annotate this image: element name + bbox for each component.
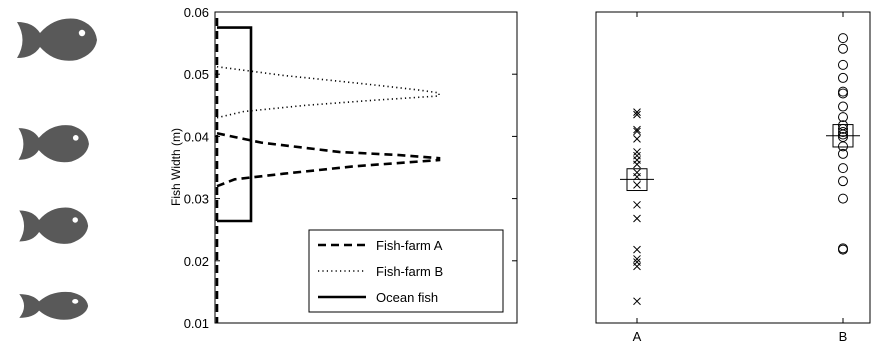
data-point-a: [633, 245, 641, 254]
data-point-b: [838, 129, 848, 140]
data-point-b: [838, 72, 848, 83]
data-point-a: [633, 148, 641, 156]
data-point-b: [838, 176, 848, 187]
data-point-b: [838, 148, 848, 159]
left-y-tick-label: 0.03: [184, 192, 209, 207]
legend-label-fish-farm-a: Fish-farm A: [376, 238, 443, 253]
data-point-a: [633, 297, 641, 306]
data-point-b: [838, 193, 848, 204]
fish-icon-medium-1: [18, 125, 89, 163]
legend-label-ocean-fish: Ocean fish: [376, 290, 438, 305]
data-point-a: [633, 262, 641, 271]
data-point-b: [838, 123, 848, 134]
data-point-a: [633, 125, 641, 134]
data-point-a: [633, 181, 641, 189]
data-point-b: [838, 33, 848, 44]
left-plot-area: [214, 11, 518, 324]
data-point-a: [633, 110, 641, 119]
data-point-b: [838, 86, 848, 97]
data-point-a: [633, 127, 641, 136]
data-point-a: [633, 255, 641, 263]
left-y-tick-label: 0.01: [184, 316, 209, 331]
series-fish-farm-a-line: [216, 132, 441, 188]
series-fish-farm-b-line: [216, 65, 440, 119]
data-point-b: [838, 244, 848, 255]
right-plot-area: [595, 11, 871, 324]
right-x-tick-label: B: [839, 329, 848, 344]
data-point-a: [633, 160, 641, 169]
legend-box: [308, 229, 504, 313]
legend: Fish-farm A Fish-farm B Ocean fish: [308, 229, 504, 313]
data-point-a: [633, 108, 641, 116]
left-y-tick-label: 0.04: [184, 129, 209, 144]
data-point-b: [838, 88, 848, 99]
data-point-b: [838, 141, 848, 152]
data-point-b: [838, 101, 848, 112]
fish-icon-large: [17, 18, 97, 61]
density-chart: 0.010.020.030.040.050.06 Fish Width (m) …: [169, 5, 518, 331]
fish-icon-small: [19, 291, 89, 320]
series-ocean-fish-box: [217, 26, 253, 223]
data-point-b: [838, 127, 848, 138]
fish-icon-medium-2: [19, 207, 89, 244]
data-point-a: [633, 135, 641, 143]
left-y-axis-label: Fish Width (m): [169, 128, 183, 206]
legend-label-fish-farm-b: Fish-farm B: [376, 264, 443, 279]
data-point-a: [633, 200, 641, 209]
data-point-b: [838, 43, 848, 54]
data-point-b: [838, 163, 848, 174]
data-point-a: [633, 214, 641, 223]
data-point-b: [838, 112, 848, 123]
left-y-tick-label: 0.02: [184, 254, 209, 269]
right-x-tick-label: A: [633, 329, 642, 344]
data-point-a: [633, 172, 641, 181]
left-y-tick-label: 0.06: [184, 5, 209, 20]
left-series: [215, 18, 441, 323]
right-series: [620, 33, 860, 306]
data-point-b: [838, 59, 848, 70]
left-y-tick-label: 0.05: [184, 67, 209, 82]
fish-icons: [17, 18, 97, 320]
